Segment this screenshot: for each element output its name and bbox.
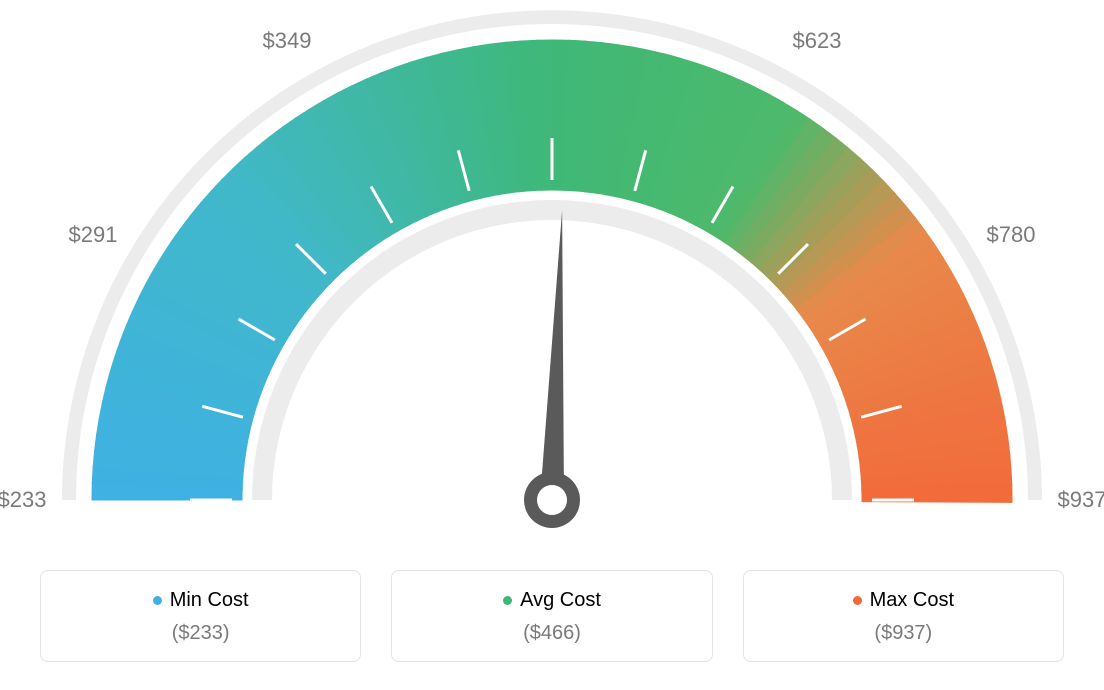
legend-value-avg: ($466) <box>402 622 701 645</box>
gauge-tick-label: $780 <box>987 222 1036 248</box>
gauge-tick-label: $233 <box>0 487 46 513</box>
legend-card-avg: Avg Cost ($466) <box>391 570 712 662</box>
legend-value-min: ($233) <box>51 622 350 645</box>
legend-title-min-text: Min Cost <box>170 589 249 612</box>
legend-dot-avg <box>503 596 512 605</box>
legend-card-max: Max Cost ($937) <box>743 570 1064 662</box>
legend-row: Min Cost ($233) Avg Cost ($466) Max Cost… <box>40 570 1064 662</box>
legend-title-max-text: Max Cost <box>870 589 954 612</box>
gauge-tick-label: $623 <box>793 28 842 54</box>
legend-card-min: Min Cost ($233) <box>40 570 361 662</box>
legend-dot-max <box>853 596 862 605</box>
gauge-svg <box>0 0 1104 560</box>
legend-dot-min <box>153 596 162 605</box>
legend-title-avg: Avg Cost <box>503 589 601 612</box>
legend-title-avg-text: Avg Cost <box>520 589 601 612</box>
gauge-chart: $233$291$349$466$623$780$937 <box>0 0 1104 560</box>
legend-title-min: Min Cost <box>153 589 249 612</box>
gauge-tick-label: $937 <box>1058 487 1104 513</box>
gauge-tick-label: $349 <box>263 28 312 54</box>
legend-title-max: Max Cost <box>853 589 954 612</box>
gauge-tick-label: $291 <box>69 222 118 248</box>
legend-value-max: ($937) <box>754 622 1053 645</box>
